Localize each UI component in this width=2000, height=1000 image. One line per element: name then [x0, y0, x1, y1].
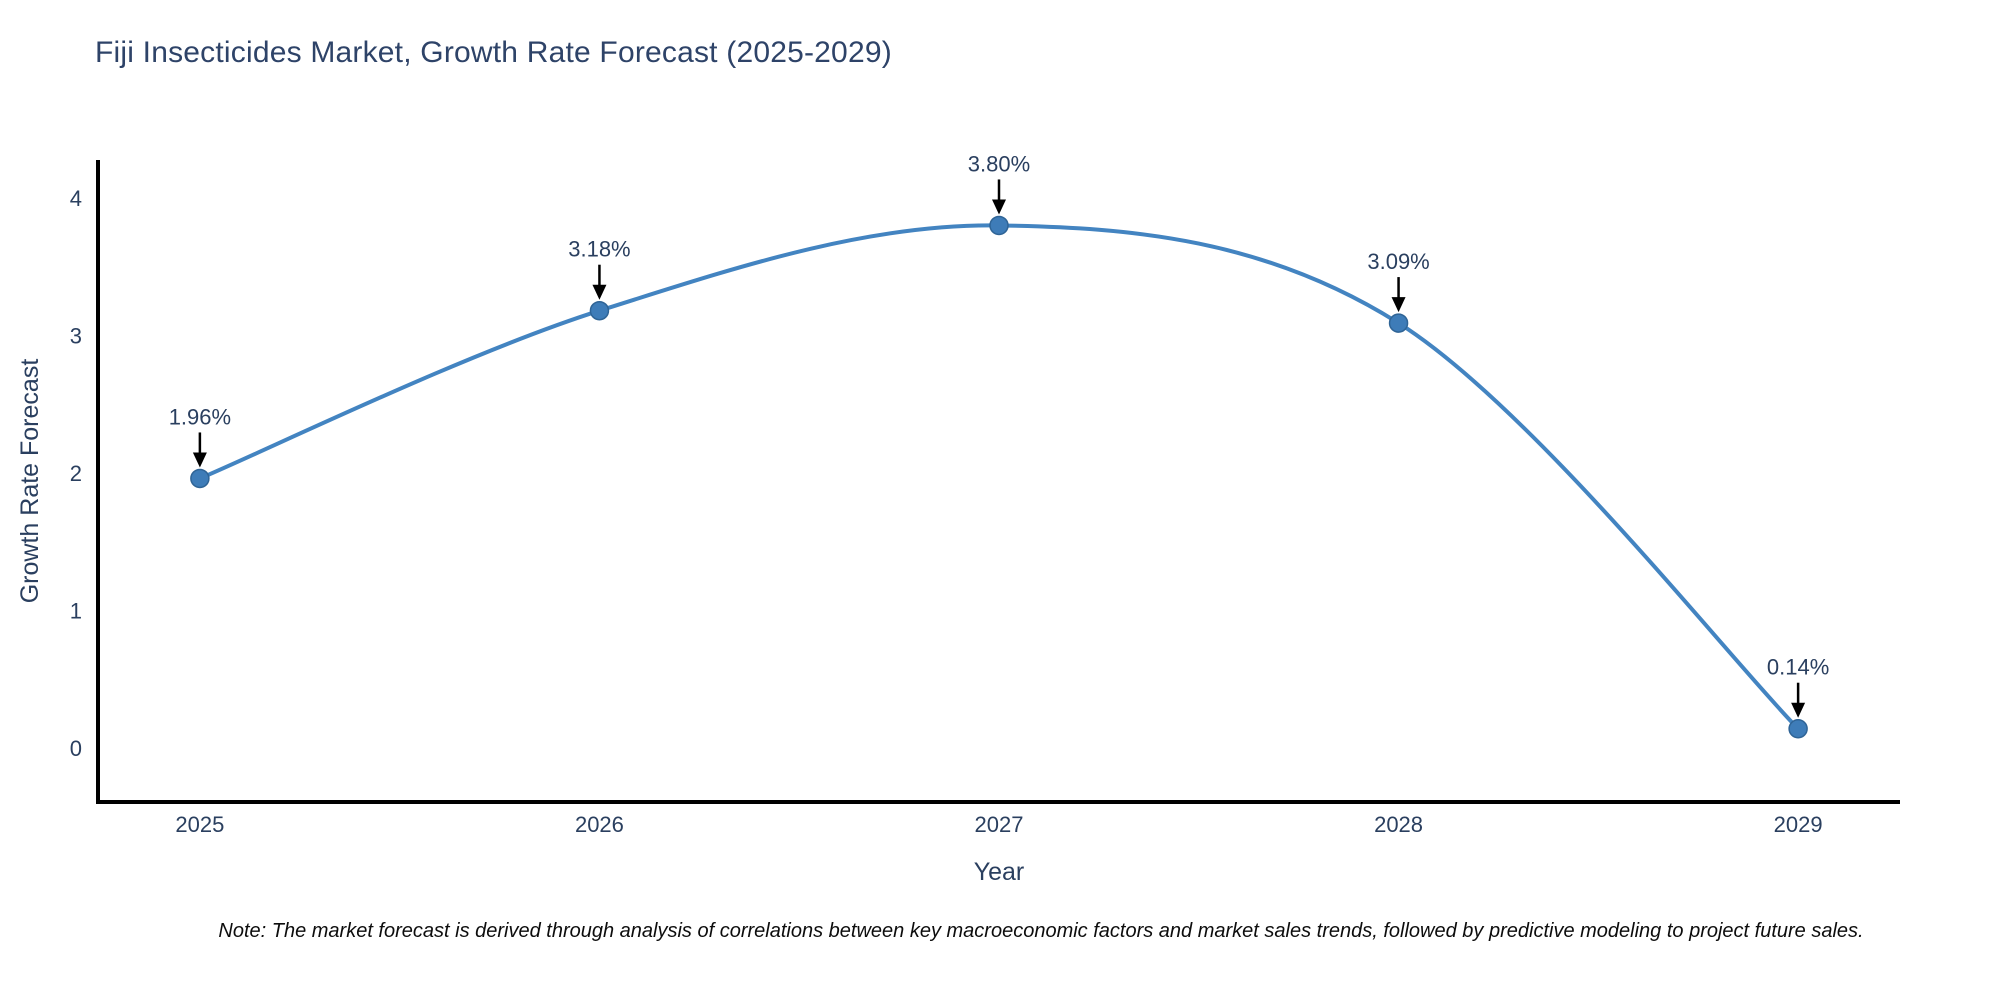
- x-tick-label: 2026: [575, 812, 624, 837]
- x-tick-label: 2029: [1774, 812, 1823, 837]
- axis-spines: [96, 160, 1900, 804]
- data-point-2029: [1788, 718, 1808, 739]
- x-tick-label: 2027: [975, 812, 1024, 837]
- annotation-arrowhead: [1791, 702, 1806, 718]
- data-point-2026: [589, 300, 610, 321]
- annotation-label: 1.96%: [169, 404, 231, 429]
- data-point-2027: [989, 215, 1009, 236]
- annotation-arrowhead: [992, 199, 1006, 215]
- x-axis-title: Year: [974, 858, 1025, 886]
- footnote: Note: The market forecast is derived thr…: [218, 920, 1864, 942]
- annotation-label: 0.14%: [1767, 655, 1829, 680]
- data-point-2025: [190, 468, 210, 489]
- y-tick-label: 1: [70, 598, 82, 623]
- forecast-line: [197, 223, 1801, 731]
- data-point-2028: [1388, 313, 1409, 333]
- chart-title: Fiji Insecticides Market, Growth Rate Fo…: [95, 36, 892, 69]
- annotation-label: 3.80%: [968, 151, 1030, 176]
- y-tick-label: 2: [70, 461, 82, 486]
- y-tick-label: 4: [70, 186, 82, 211]
- y-axis-title: Growth Rate Forecast: [16, 359, 44, 604]
- x-tick-label: 2028: [1374, 812, 1423, 837]
- y-tick-label: 0: [70, 736, 82, 761]
- annotation-label: 3.18%: [568, 237, 630, 262]
- y-tick-label: 3: [70, 323, 82, 348]
- x-tick-label: 2025: [175, 812, 224, 837]
- annotation-arrowhead: [1391, 297, 1406, 313]
- annotation-arrowhead: [592, 284, 607, 300]
- annotation-arrowhead: [192, 452, 207, 468]
- annotation-label: 3.09%: [1367, 249, 1429, 274]
